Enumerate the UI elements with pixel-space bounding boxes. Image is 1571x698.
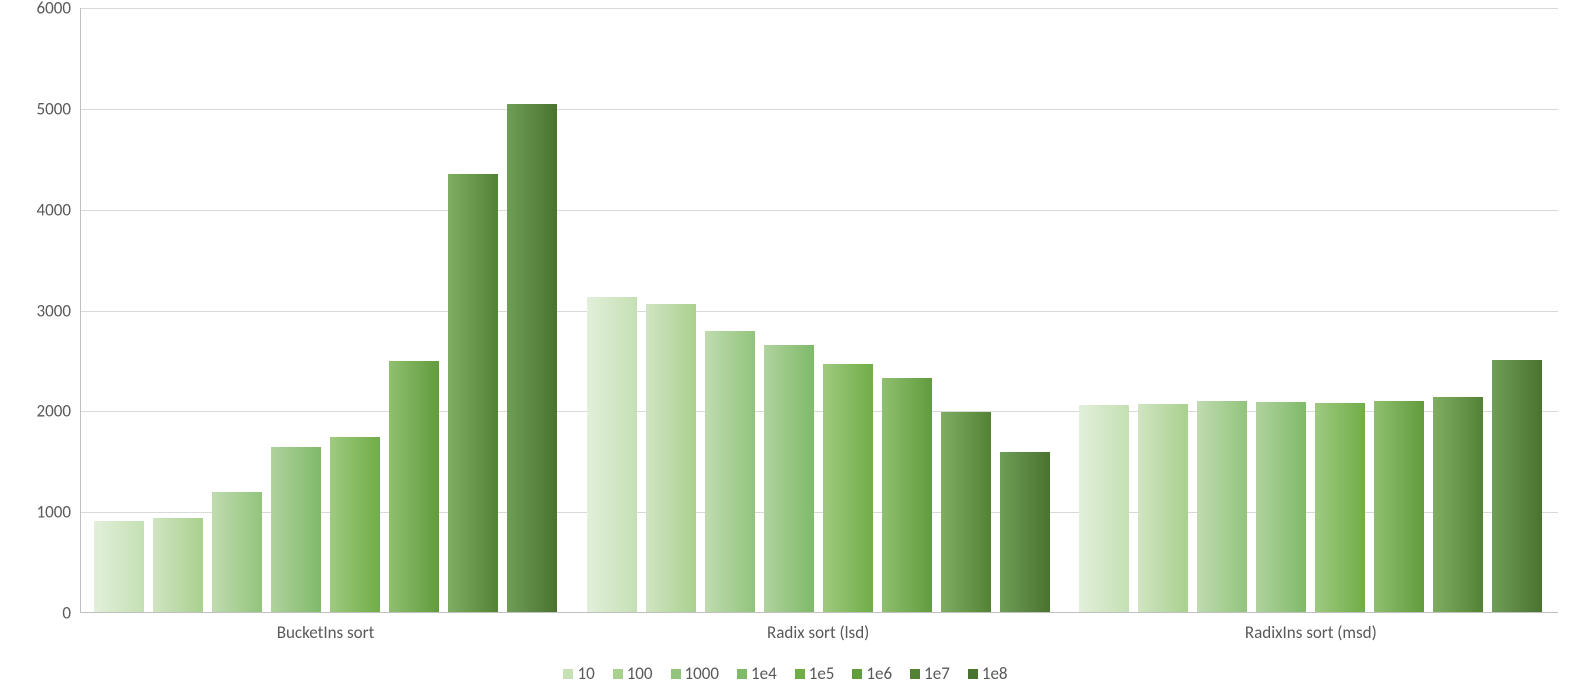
- y-tick-label: 6000: [37, 0, 81, 19]
- legend-swatch: [852, 669, 862, 679]
- y-tick-label: 2000: [37, 401, 81, 422]
- x-category-label: BucketIns sort: [277, 612, 375, 643]
- legend-label: 10: [577, 663, 594, 684]
- bar: [1138, 404, 1188, 612]
- bar: [330, 437, 380, 612]
- bar: [507, 104, 557, 612]
- bar-chart: 0 1000 2000 3000 4000 5000 6000 BucketIns sort R…: [0, 0, 1571, 698]
- bar: [1374, 401, 1424, 612]
- legend-label: 1000: [685, 663, 719, 684]
- bar: [1197, 401, 1247, 612]
- legend-label: 1e7: [924, 663, 950, 684]
- gridline: [81, 210, 1558, 211]
- y-tick-label: 1000: [37, 502, 81, 523]
- bar: [448, 174, 498, 612]
- bar: [1315, 403, 1365, 612]
- legend-item: 1e4: [737, 663, 777, 684]
- bar: [823, 364, 873, 612]
- legend-item: 100: [613, 663, 653, 684]
- gridline: [81, 109, 1558, 110]
- legend-label: 1e5: [809, 663, 835, 684]
- legend-swatch: [671, 669, 681, 679]
- gridline: [81, 8, 1558, 9]
- legend-item: 1e6: [852, 663, 892, 684]
- legend-swatch: [613, 669, 623, 679]
- bar: [882, 378, 932, 612]
- x-category-label: RadixIns sort (msd): [1245, 612, 1377, 643]
- legend-label: 100: [627, 663, 653, 684]
- y-tick-label: 3000: [37, 300, 81, 321]
- bar: [271, 447, 321, 612]
- legend-label: 1e6: [866, 663, 892, 684]
- legend: 10 100 1000 1e4 1e5 1e6 1e7 1e8: [0, 663, 1571, 684]
- legend-swatch: [795, 669, 805, 679]
- bar: [94, 521, 144, 612]
- bar: [153, 518, 203, 612]
- bar: [1492, 360, 1542, 612]
- legend-swatch: [563, 669, 573, 679]
- bar: [941, 412, 991, 612]
- legend-item: 1000: [671, 663, 719, 684]
- x-category-label: Radix sort (lsd): [767, 612, 869, 643]
- bar: [1433, 397, 1483, 612]
- y-tick-label: 5000: [37, 98, 81, 119]
- bar: [1000, 452, 1050, 612]
- legend-label: 1e4: [751, 663, 777, 684]
- gridline: [81, 311, 1558, 312]
- legend-swatch: [737, 669, 747, 679]
- bar: [389, 361, 439, 612]
- bar: [705, 331, 755, 612]
- bar: [1256, 402, 1306, 612]
- bar: [212, 492, 262, 612]
- bar: [587, 297, 637, 612]
- bar: [764, 345, 814, 612]
- legend-swatch: [910, 669, 920, 679]
- legend-item: 1e5: [795, 663, 835, 684]
- bar: [646, 304, 696, 612]
- legend-item: 10: [563, 663, 594, 684]
- bar: [1079, 405, 1129, 612]
- legend-item: 1e7: [910, 663, 950, 684]
- legend-label: 1e8: [982, 663, 1008, 684]
- plot-area: 0100020003000400050006000BucketIns sortR…: [80, 8, 1558, 613]
- y-tick-label: 0: [62, 603, 81, 624]
- legend-item: 1e8: [968, 663, 1008, 684]
- legend-swatch: [968, 669, 978, 679]
- y-tick-label: 4000: [37, 199, 81, 220]
